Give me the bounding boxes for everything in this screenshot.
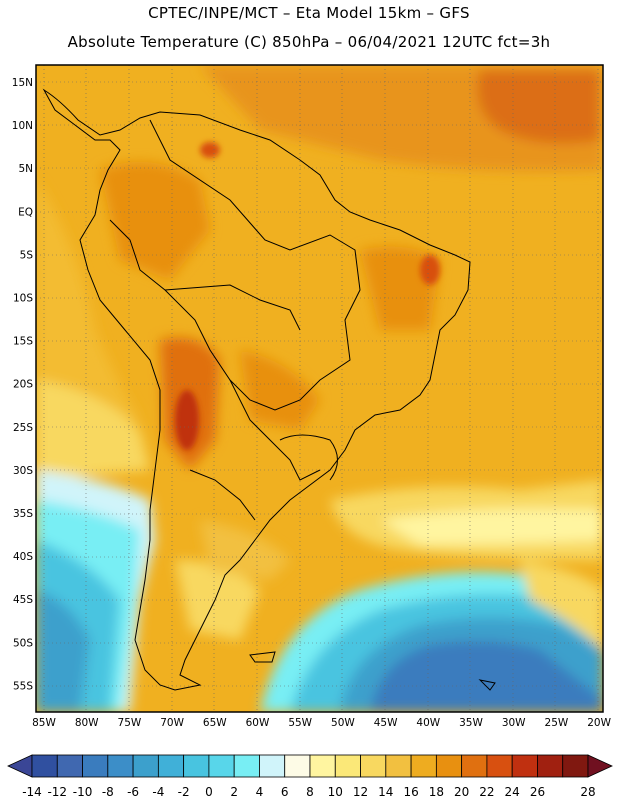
colorbar-label: 2 <box>230 785 238 799</box>
map-frame <box>35 64 604 713</box>
longitude-labels: 85W 80W 75W 70W 65W 60W 55W 50W 45W 40W 35W 30W 25W 2… <box>32 717 611 729</box>
lat-label: 40S <box>13 551 33 563</box>
colorbar-label: -14 <box>22 785 42 799</box>
lat-label: 5N <box>18 163 33 175</box>
colorbar-label: -10 <box>73 785 93 799</box>
lon-label: 80W <box>75 717 99 729</box>
colorbar-swatch <box>562 754 589 778</box>
colorbar-label: 4 <box>256 785 264 799</box>
lat-label: 35S <box>13 508 33 520</box>
colorbar-swatch <box>435 754 463 778</box>
colorbar-label: 24 <box>505 785 520 799</box>
colorbar-swatch <box>334 754 361 778</box>
colorbar-swatch <box>410 754 437 778</box>
lat-label: 20S <box>13 379 33 391</box>
colorbar-label: 26 <box>530 785 545 799</box>
colorbar-swatch <box>183 754 210 778</box>
chart-title-line1: CPTEC/INPE/MCT – Eta Model 15km – GFS <box>148 4 470 22</box>
lat-label: 10N <box>12 120 33 132</box>
lon-label: 45W <box>374 717 398 729</box>
lat-label: 15N <box>12 77 33 89</box>
lon-label: 70W <box>160 717 184 729</box>
lat-label: 10S <box>13 293 33 305</box>
lat-label: 30S <box>13 465 33 477</box>
lon-label: 30W <box>502 717 526 729</box>
lat-label: 50S <box>13 637 33 649</box>
colorbar-label: -8 <box>102 785 114 799</box>
colorbar-swatch <box>208 754 235 778</box>
lon-label: 50W <box>331 717 355 729</box>
colorbar-label: 12 <box>353 785 368 799</box>
colorbar-swatch <box>360 754 387 778</box>
lon-label: 20W <box>587 717 611 729</box>
colorbar-swatch <box>82 754 109 778</box>
lon-label: 55W <box>288 717 312 729</box>
lat-label: EQ <box>18 206 33 218</box>
colorbar-swatch <box>537 754 564 778</box>
colorbar-swatch <box>107 754 134 778</box>
coastline <box>42 88 496 691</box>
lat-label: 45S <box>13 594 33 606</box>
lon-label: 40W <box>416 717 440 729</box>
colorbar-label: 22 <box>479 785 494 799</box>
temperature-field <box>36 65 603 712</box>
colorbar-label: 10 <box>328 785 343 799</box>
colorbar-label: 8 <box>306 785 314 799</box>
lon-label: 35W <box>459 717 483 729</box>
lon-label: 25W <box>545 717 569 729</box>
colorbar-label: 20 <box>454 785 469 799</box>
colorbar-label: -6 <box>127 785 139 799</box>
lon-label: 85W <box>32 717 56 729</box>
lat-label: 55S <box>13 680 33 692</box>
colorbar-label: -12 <box>47 785 67 799</box>
colorbar-label: 28 <box>580 785 595 799</box>
colorbar-swatch <box>284 754 311 778</box>
lat-label: 25S <box>13 422 33 434</box>
colorbar-label: -2 <box>178 785 190 799</box>
lat-label: 15S <box>13 336 33 348</box>
colorbar-swatch <box>486 754 513 778</box>
colorbar-swatch <box>157 754 185 778</box>
colorbar-label: -4 <box>152 785 164 799</box>
colorbar-swatch <box>233 754 260 778</box>
colorbar-label: 0 <box>205 785 213 799</box>
lon-label: 60W <box>246 717 270 729</box>
colorbar-swatch <box>259 754 286 778</box>
colorbar-high-arrow <box>587 754 613 778</box>
graticule <box>36 65 603 712</box>
colorbar-swatch <box>385 754 412 778</box>
colorbar-label: 6 <box>281 785 289 799</box>
colorbar-swatch <box>461 754 488 778</box>
lon-label: 75W <box>118 717 142 729</box>
colorbar-swatch <box>132 754 159 778</box>
lat-label: 5S <box>20 249 34 261</box>
colorbar-swatch <box>31 754 58 778</box>
colorbar-swatch <box>309 754 336 778</box>
lon-label: 65W <box>203 717 227 729</box>
colorbar-label: 14 <box>378 785 393 799</box>
colorbar: -14 -12 -10 -8 -6 -4 -2 0 2 4 6 8 10 12 14 16 18 20 22 24 26… <box>7 754 613 799</box>
colorbar-low-arrow <box>7 754 33 778</box>
colorbar-swatch <box>56 754 83 778</box>
latitude-labels: 15N 10N 5N EQ 5S 10S 15S 20S 25S 30S 35S 40S 45S 50S 5… <box>12 77 34 692</box>
colorbar-label: 16 <box>403 785 418 799</box>
colorbar-swatch <box>511 754 538 778</box>
colorbar-label: 18 <box>429 785 444 799</box>
chart-title-line2: Absolute Temperature (C) 850hPa – 06/04/… <box>67 33 551 51</box>
